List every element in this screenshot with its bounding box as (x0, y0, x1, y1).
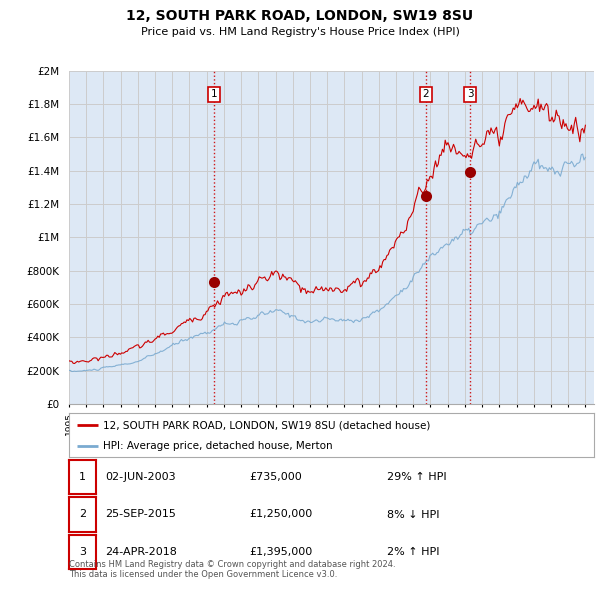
Text: 1: 1 (79, 473, 86, 482)
Text: £1,250,000: £1,250,000 (249, 510, 312, 519)
Text: 1: 1 (211, 89, 217, 99)
Text: 25-SEP-2015: 25-SEP-2015 (105, 510, 176, 519)
Text: 02-JUN-2003: 02-JUN-2003 (105, 473, 176, 482)
Text: 8% ↓ HPI: 8% ↓ HPI (387, 510, 439, 519)
Text: 2% ↑ HPI: 2% ↑ HPI (387, 547, 439, 556)
Text: Contains HM Land Registry data © Crown copyright and database right 2024.
This d: Contains HM Land Registry data © Crown c… (69, 560, 395, 579)
Text: £735,000: £735,000 (249, 473, 302, 482)
Text: 12, SOUTH PARK ROAD, LONDON, SW19 8SU (detached house): 12, SOUTH PARK ROAD, LONDON, SW19 8SU (d… (103, 421, 431, 430)
Text: Price paid vs. HM Land Registry's House Price Index (HPI): Price paid vs. HM Land Registry's House … (140, 27, 460, 37)
Text: 2: 2 (422, 89, 429, 99)
Text: 3: 3 (467, 89, 473, 99)
Text: 12, SOUTH PARK ROAD, LONDON, SW19 8SU: 12, SOUTH PARK ROAD, LONDON, SW19 8SU (127, 9, 473, 23)
Text: 3: 3 (79, 547, 86, 556)
Text: 24-APR-2018: 24-APR-2018 (105, 547, 177, 556)
Text: £1,395,000: £1,395,000 (249, 547, 312, 556)
Text: 29% ↑ HPI: 29% ↑ HPI (387, 473, 446, 482)
Text: 2: 2 (79, 510, 86, 519)
Text: HPI: Average price, detached house, Merton: HPI: Average price, detached house, Mert… (103, 441, 333, 451)
